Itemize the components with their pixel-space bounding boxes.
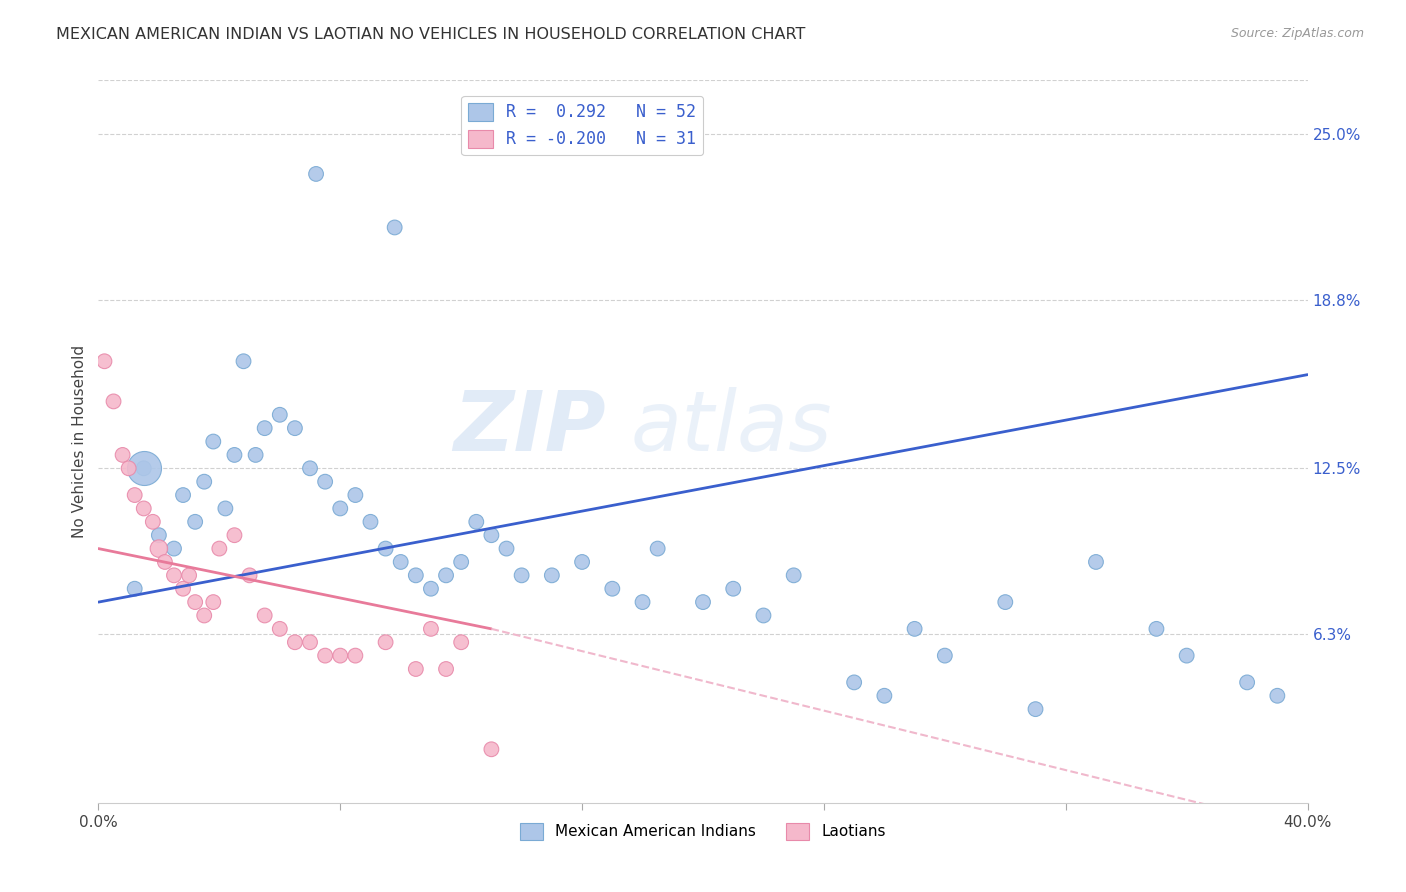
Point (208, 541, 231, 556)
Point (1085, 555, 1108, 569)
Point (93, 354, 115, 368)
Point (374, 541, 396, 556)
Text: atlas: atlas (630, 386, 832, 467)
Point (253, 608, 276, 623)
Point (163, 568, 186, 582)
Point (495, 541, 517, 556)
Point (305, 167, 328, 181)
Point (118, 461, 141, 475)
Point (314, 648, 336, 663)
Point (224, 448, 246, 462)
Point (193, 608, 215, 623)
Point (434, 662, 457, 676)
Point (179, 568, 201, 582)
Text: Source: ZipAtlas.com: Source: ZipAtlas.com (1230, 27, 1364, 40)
Point (132, 461, 155, 475)
Point (202, 595, 225, 609)
Point (465, 515, 488, 529)
Point (214, 501, 236, 516)
Point (420, 622, 443, 636)
Point (994, 595, 1017, 609)
Point (124, 582, 146, 596)
Point (153, 555, 176, 569)
Point (844, 675, 866, 690)
Point (602, 582, 624, 596)
Point (284, 421, 307, 435)
Point (284, 635, 307, 649)
Point (450, 635, 472, 649)
Point (405, 568, 427, 582)
Point (314, 475, 336, 489)
Point (1024, 702, 1046, 716)
Point (163, 541, 186, 556)
Point (111, 448, 134, 462)
Point (1175, 648, 1198, 663)
Point (142, 515, 165, 529)
Point (245, 448, 267, 462)
Point (172, 582, 194, 596)
Point (148, 541, 170, 556)
Point (344, 648, 367, 663)
Point (184, 515, 207, 529)
Point (1146, 622, 1168, 636)
Point (692, 595, 714, 609)
Point (647, 541, 669, 556)
Point (103, 394, 125, 409)
Point (132, 461, 155, 475)
Point (329, 648, 352, 663)
Legend: Mexican American Indians, Laotians: Mexican American Indians, Laotians (513, 817, 893, 846)
Point (344, 488, 367, 502)
Point (481, 528, 503, 542)
Point (374, 635, 396, 649)
Point (450, 555, 472, 569)
Point (752, 608, 775, 623)
Point (299, 635, 322, 649)
Point (434, 568, 457, 582)
Point (631, 595, 654, 609)
Point (148, 528, 170, 542)
Point (904, 622, 927, 636)
Point (360, 515, 382, 529)
Point (1267, 689, 1289, 703)
Point (783, 568, 806, 582)
Point (934, 648, 956, 663)
Point (132, 501, 155, 516)
Point (253, 421, 276, 435)
Point (124, 488, 146, 502)
Text: ZIP: ZIP (454, 386, 606, 467)
Point (510, 568, 533, 582)
Point (299, 461, 322, 475)
Point (172, 488, 194, 502)
Point (202, 434, 225, 449)
Point (873, 689, 896, 703)
Point (540, 568, 562, 582)
Point (1236, 675, 1258, 690)
Y-axis label: No Vehicles in Household: No Vehicles in Household (72, 345, 87, 538)
Point (384, 220, 406, 235)
Point (723, 582, 745, 596)
Point (239, 568, 262, 582)
Point (269, 622, 291, 636)
Point (389, 555, 412, 569)
Point (329, 501, 352, 516)
Point (232, 354, 254, 368)
Text: MEXICAN AMERICAN INDIAN VS LAOTIAN NO VEHICLES IN HOUSEHOLD CORRELATION CHART: MEXICAN AMERICAN INDIAN VS LAOTIAN NO VE… (56, 27, 806, 42)
Point (481, 742, 503, 756)
Point (193, 475, 215, 489)
Point (571, 555, 593, 569)
Point (269, 408, 291, 422)
Point (184, 595, 207, 609)
Point (224, 528, 246, 542)
Point (405, 662, 427, 676)
Point (420, 582, 443, 596)
